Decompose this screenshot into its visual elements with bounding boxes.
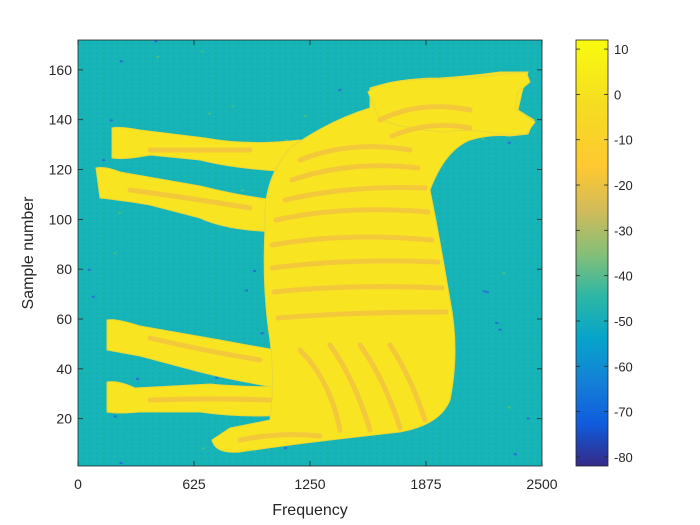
heatmap-speckle xyxy=(113,252,117,255)
x-tick-label: 625 xyxy=(182,476,206,492)
heatmap-speckle xyxy=(284,139,288,142)
y-tick-label: 140 xyxy=(49,112,73,128)
heatmap-speckle xyxy=(91,295,95,298)
colorbar-tick-label: -20 xyxy=(614,178,633,193)
heatmap-speckle xyxy=(136,377,140,380)
heatmap-speckle xyxy=(495,322,499,325)
heatmap-speckle xyxy=(284,447,288,450)
heatmap-speckle xyxy=(201,447,205,450)
zebra-head xyxy=(367,71,536,135)
colorbar-tick-label: 0 xyxy=(614,87,621,102)
heatmap-speckle xyxy=(338,89,342,92)
colorbar-tick-label: -80 xyxy=(614,450,633,465)
heatmap-speckle xyxy=(109,119,113,122)
x-axis: 0 625 1250 1875 2500 xyxy=(74,40,558,492)
x-axis-label: Frequency xyxy=(272,502,348,519)
heatmap-speckle xyxy=(507,141,511,144)
heatmap-speckle xyxy=(119,461,123,464)
heatmap-speckle xyxy=(231,105,235,108)
heatmap-speckle xyxy=(482,290,486,293)
heatmap-speckle xyxy=(119,60,123,63)
y-axis-label: Sample number xyxy=(20,196,37,310)
heatmap-speckle xyxy=(118,211,122,214)
y-tick-label: 60 xyxy=(56,311,72,327)
colorbar-tick-label: -50 xyxy=(614,314,633,329)
heatmap-speckle xyxy=(102,159,106,162)
colorbar-frame xyxy=(575,39,609,467)
colorbar-tick-label: -70 xyxy=(614,405,633,420)
heatmap-speckle xyxy=(87,268,91,271)
heatmap-speckle xyxy=(485,291,489,294)
colorbar-tick-label: -10 xyxy=(614,133,633,148)
x-tick-label: 2500 xyxy=(526,476,557,492)
y-tick-label: 80 xyxy=(56,261,72,277)
y-tick-label: 120 xyxy=(49,162,73,178)
colorbar-axis: 10 0 -10 -20 -30 -40 -50 -60 -70 -80 xyxy=(576,42,633,465)
zebra-stripes xyxy=(127,104,473,443)
heatmap-speckle xyxy=(241,189,245,192)
heatmap-speckle xyxy=(215,376,219,379)
heatmap-speckle xyxy=(208,112,212,115)
y-tick-label: 160 xyxy=(49,62,73,78)
colorbar-tick-label: -30 xyxy=(614,223,633,238)
heatmap-speckle xyxy=(244,289,248,292)
x-tick-label: 0 xyxy=(74,476,82,492)
heatmap-speckle xyxy=(260,332,264,335)
heatmap-speckle xyxy=(526,417,530,420)
colorbar-tick-label: -60 xyxy=(614,359,633,374)
y-tick-label: 40 xyxy=(56,361,72,377)
colorbar xyxy=(576,40,608,466)
colorbar-tick-label: -40 xyxy=(614,269,633,284)
heatmap-speckle xyxy=(253,270,257,273)
heatmap-speckle xyxy=(513,453,517,456)
y-tick-label: 20 xyxy=(56,411,72,427)
heatmap-speckle xyxy=(502,272,506,275)
heatmap-speckle xyxy=(113,415,117,418)
colorbar-tick-label: 10 xyxy=(614,42,628,57)
zebra-shape xyxy=(95,71,536,453)
heatmap-speckle xyxy=(498,328,502,331)
heatmap-speckle xyxy=(156,55,160,58)
heatmap-image xyxy=(78,40,542,466)
x-tick-label: 1250 xyxy=(294,476,325,492)
heatmap-speckle xyxy=(304,115,308,118)
y-tick-label: 100 xyxy=(49,211,73,227)
heatmap-speckle xyxy=(200,50,204,53)
x-tick-label: 1875 xyxy=(410,476,441,492)
y-axis: 20 40 60 80 100 120 140 160 xyxy=(49,62,542,427)
heatmap-speckle xyxy=(508,406,512,409)
heatmap-speckle xyxy=(481,137,485,140)
heatmap-speckle xyxy=(154,40,158,43)
